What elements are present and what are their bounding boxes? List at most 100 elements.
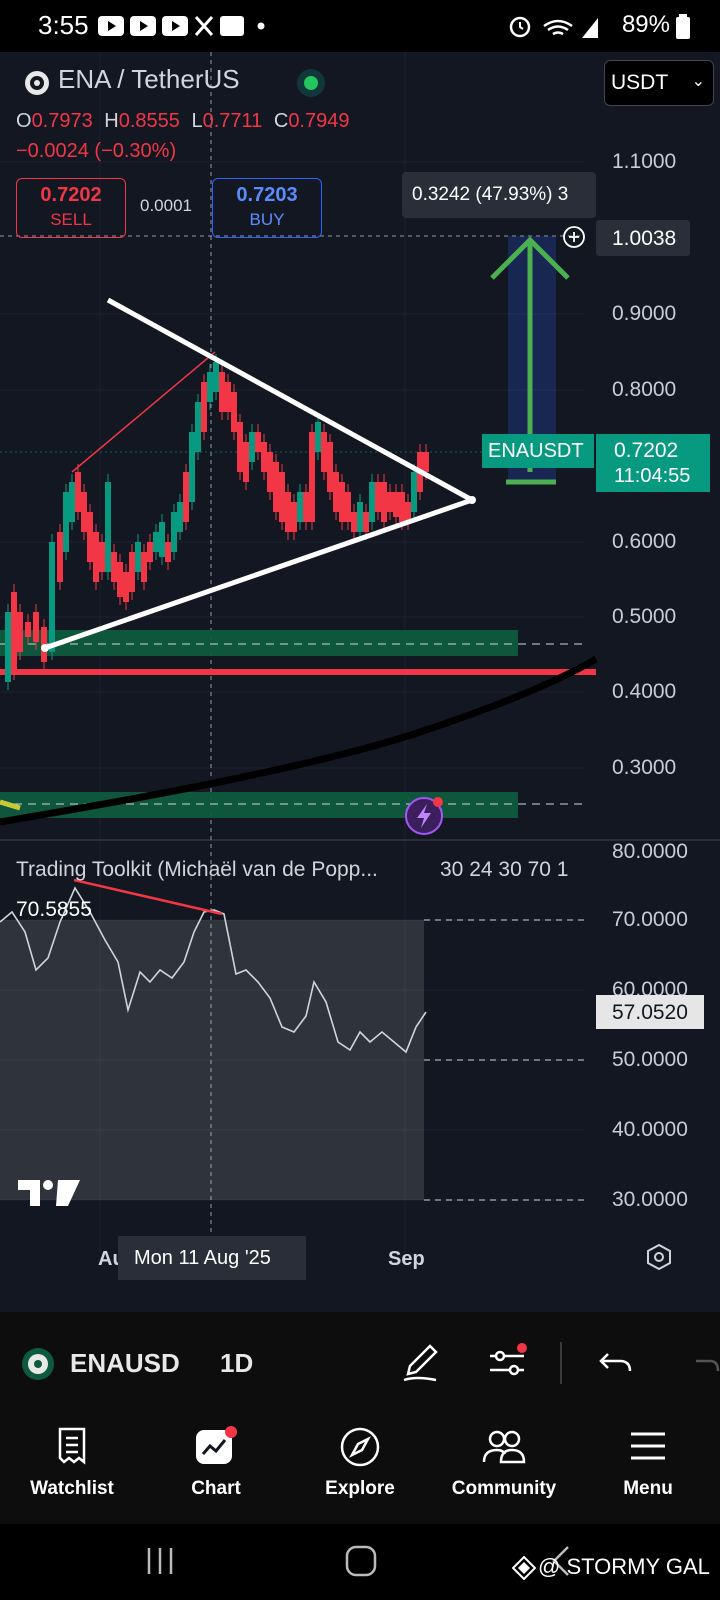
- candle-body: [381, 482, 387, 522]
- indicators-icon[interactable]: [488, 1342, 530, 1387]
- buy-button[interactable]: 0.7203 BUY: [212, 178, 322, 238]
- toolbar-interval[interactable]: 1D: [220, 1348, 254, 1378]
- candle-body: [219, 372, 225, 412]
- pencil-icon[interactable]: [400, 1340, 440, 1389]
- candle-body: [213, 362, 219, 392]
- countdown-text: 11:04:55: [614, 465, 691, 487]
- candle-body: [267, 452, 273, 492]
- candle-body: [129, 552, 135, 592]
- nav-watchlist-label: Watchlist: [30, 1478, 114, 1499]
- candle-body: [231, 392, 237, 432]
- indicator-current-text: 57.0520: [612, 1001, 688, 1024]
- candle-body: [75, 472, 81, 512]
- candle-body: [315, 422, 321, 452]
- currency-label: USDT: [611, 71, 669, 94]
- candle-body: [393, 492, 399, 517]
- nav-menu[interactable]: Menu: [576, 1426, 720, 1500]
- nav-community-label: Community: [451, 1478, 557, 1499]
- candle-body: [303, 492, 309, 522]
- spread-value: 0.0001: [140, 196, 192, 215]
- lightning-icon[interactable]: [404, 794, 448, 843]
- price-tick: 0.5000: [612, 605, 677, 628]
- candle-body: [297, 492, 303, 522]
- sell-label: SELL: [50, 210, 92, 229]
- chart-canvas[interactable]: [0, 52, 720, 1312]
- nav-explore[interactable]: Explore: [288, 1426, 432, 1500]
- candle-body: [375, 482, 381, 512]
- candle-body: [49, 542, 55, 652]
- candlesticks: [5, 354, 429, 690]
- sell-button[interactable]: 0.7202 SELL: [16, 178, 126, 238]
- redo-icon[interactable]: [690, 1346, 720, 1383]
- people-icon: [482, 1430, 526, 1464]
- candle-body: [183, 472, 189, 522]
- chevron-down-icon: ⌄: [691, 73, 705, 90]
- target-arrow: [490, 236, 570, 280]
- nav-chart[interactable]: Chart: [144, 1426, 288, 1500]
- candle-body: [279, 472, 285, 522]
- last-price-label: 0.7202 11:04:55: [596, 434, 710, 492]
- candle-body: [147, 542, 153, 562]
- chart-settings-icon[interactable]: [644, 1242, 674, 1277]
- nav-chart-label: Chart: [191, 1478, 241, 1499]
- divergence-line: [73, 878, 223, 916]
- notification-icons: [98, 14, 268, 43]
- open-value: 0.7973: [31, 110, 93, 132]
- candle-body: [111, 552, 117, 582]
- crosshair-price-label: 1.0038: [596, 220, 690, 256]
- candle-body: [225, 382, 231, 412]
- indicator-tick: 80.0000: [612, 840, 688, 863]
- crosshair-price-text: 1.0038: [612, 227, 677, 250]
- price-tick: 0.8000: [612, 378, 677, 401]
- candle-body: [159, 522, 165, 557]
- candle-body: [135, 542, 141, 572]
- high-value: 0.8555: [118, 110, 180, 132]
- indicator-current-label: 57.0520: [596, 995, 704, 1029]
- ticker-tag: ENAUSDT: [482, 434, 594, 468]
- candle-body: [387, 492, 393, 512]
- buy-price: 0.7203: [236, 184, 298, 206]
- indicator-tick: 70.0000: [612, 908, 688, 931]
- nav-explore-label: Explore: [325, 1478, 395, 1499]
- close-value: 0.7949: [288, 110, 350, 132]
- indicator-params: 30 24 30 70 1: [440, 858, 569, 881]
- candle-body: [81, 492, 87, 532]
- recent-apps-icon[interactable]: [144, 1546, 178, 1581]
- sell-price: 0.7202: [40, 184, 102, 206]
- nav-menu-label: Menu: [623, 1478, 673, 1499]
- candle-body: [165, 542, 171, 562]
- back-icon[interactable]: [548, 1544, 574, 1583]
- candle-body: [357, 502, 363, 532]
- symbol-title[interactable]: ENA / TetherUS: [58, 64, 240, 94]
- ohlc-values: O0.7973 H0.8555 L0.7711 C0.7949: [16, 110, 349, 133]
- open-label: O: [16, 110, 32, 132]
- nav-community[interactable]: Community: [432, 1426, 576, 1500]
- candle-body: [423, 452, 429, 472]
- symbol-logo: [24, 70, 50, 101]
- candle-body: [57, 532, 63, 582]
- candle-body: [339, 482, 345, 522]
- candle-body: [363, 512, 369, 532]
- price-tick: 0.9000: [612, 302, 677, 325]
- candle-body: [255, 432, 261, 452]
- chart-area[interactable]: ENA / TetherUS USDT ⌄ O0.7973 H0.8555 L0…: [0, 52, 720, 1312]
- undo-icon[interactable]: [598, 1346, 634, 1383]
- candle-body: [327, 442, 333, 492]
- candle-body: [69, 482, 75, 522]
- home-icon[interactable]: [344, 1544, 378, 1583]
- candle-body: [153, 532, 159, 552]
- close-label: C: [273, 110, 289, 132]
- candle-body: [405, 502, 411, 522]
- add-alert-icon[interactable]: [561, 224, 587, 255]
- candle-body: [171, 512, 177, 552]
- currency-selector[interactable]: USDT ⌄: [604, 60, 714, 106]
- indicator-tick: 40.0000: [612, 1118, 688, 1141]
- candle-body: [33, 612, 39, 642]
- indicator-title[interactable]: Trading Toolkit (Michaël van de Popp...: [16, 858, 378, 881]
- price-tick: 1.1000: [612, 150, 677, 173]
- price-tick: 0.4000: [612, 680, 677, 703]
- nav-watchlist[interactable]: Watchlist: [0, 1426, 144, 1500]
- status-bar: 3:55 89%: [0, 0, 720, 52]
- price-change: −0.0024 (−0.30%): [16, 140, 177, 162]
- toolbar-symbol[interactable]: ENAUSD: [70, 1348, 180, 1378]
